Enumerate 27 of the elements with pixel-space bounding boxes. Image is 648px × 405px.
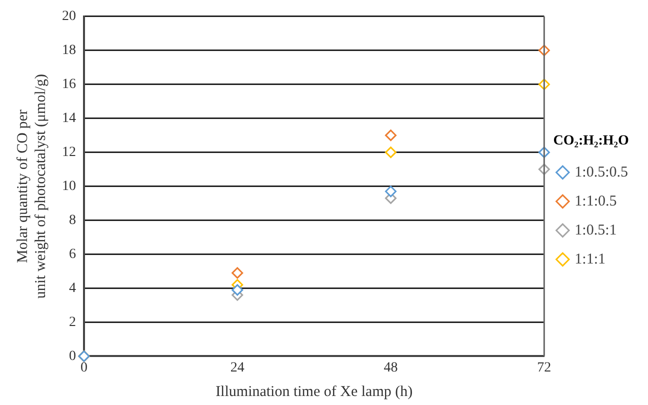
point [385,130,397,142]
y-tick-label: 8 [69,212,76,228]
y-tick-label: 20 [62,9,76,24]
legend-label: 1:0.5:0.5 [574,164,628,180]
y-tick-label: 18 [62,43,76,58]
y-tick-label: 0 [69,348,76,364]
y-tick-label: 2 [69,314,76,330]
point [232,267,244,279]
y-tick-label: 4 [69,280,76,296]
x-tick-label: 24 [230,360,244,376]
y-tick-label: 10 [62,178,76,194]
legend-label: 1:0.5:1 [574,222,617,238]
y-tick-label: 12 [62,144,76,160]
point [385,146,397,158]
point [232,284,244,296]
legend-title: CO₂:H₂:H₂O [553,134,629,149]
legend-label: 1:1:1 [574,251,606,268]
x-tick-label: 72 [537,360,552,376]
point [385,186,397,198]
y-tick-label: 6 [69,246,76,262]
y-tick-label: 16 [62,77,76,92]
y-axis-title: Molar quantity of CO per unit weight of photocatalyst (μmol/g) [14,74,49,299]
legend-label: 1:1:0.5 [574,193,617,210]
x-tick-label: 48 [384,360,398,376]
y-tick-label: 14 [62,111,76,126]
x-axis-title: Illumination time of Xe lamp (h) [216,384,413,400]
x-tick-label: 0 [80,360,88,376]
